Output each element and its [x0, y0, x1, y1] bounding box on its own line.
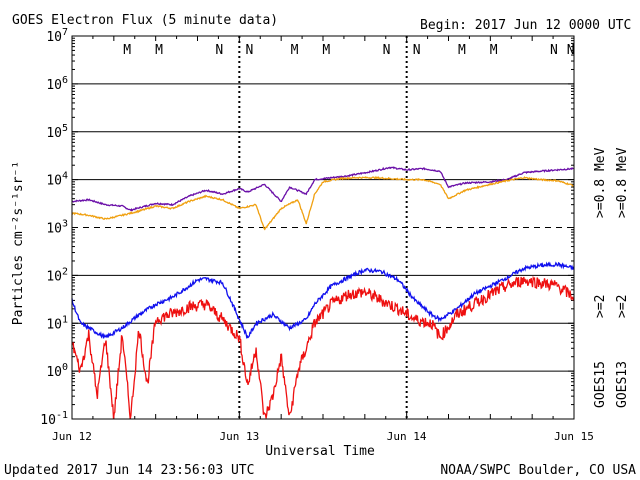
mn-marker-m: M — [490, 43, 498, 58]
mn-marker-n: N — [215, 43, 223, 58]
mn-marker-n: N — [567, 43, 575, 58]
ytick-label: 10-1 — [40, 410, 68, 428]
ytick-label: 107 — [46, 27, 68, 45]
legend-goes13-label: GOES13 — [615, 361, 630, 408]
ytick-label: 105 — [46, 123, 68, 141]
legend-goes13-2mev: >=2 — [615, 295, 630, 318]
xtick-label: Jun 15 — [554, 430, 594, 443]
mn-marker-n: N — [245, 43, 253, 58]
mn-marker-m: M — [291, 43, 299, 58]
series-line-2 — [71, 261, 574, 339]
grid-lines — [72, 35, 574, 420]
ytick-label: 100 — [46, 362, 68, 380]
x-axis-label: Universal Time — [265, 444, 375, 459]
ytick-label: 104 — [46, 171, 68, 189]
xtick-label: Jun 14 — [387, 430, 427, 443]
ytick-label: 103 — [46, 219, 68, 237]
ytick-label: 101 — [46, 314, 68, 332]
updated-timestamp: Updated 2017 Jun 14 23:56:03 UTC — [4, 463, 254, 478]
series-line-0 — [71, 166, 574, 212]
begin-date: Begin: 2017 Jun 12 0000 UTC — [420, 18, 631, 33]
series-line-3 — [71, 275, 574, 420]
mn-marker-m: M — [155, 43, 163, 58]
xtick-label: Jun 13 — [219, 430, 259, 443]
ytick-label: 106 — [46, 75, 68, 93]
legend-goes15-2mev: >=2 — [593, 295, 608, 318]
y-tick-labels: 10-1 100 101 102 103 104 105 106 107 — [40, 27, 68, 428]
mn-marker-m: M — [322, 43, 330, 58]
day-separator-lines — [71, 36, 575, 419]
mn-marker-m: M — [458, 43, 466, 58]
mn-marker-m: M — [123, 43, 131, 58]
ytick-label: 102 — [46, 266, 68, 284]
plot-frame — [71, 35, 575, 420]
legend-goes15-08mev: >=0.8 MeV — [593, 147, 608, 218]
y-axis-label: Particles cm⁻²s⁻¹sr⁻¹ — [11, 161, 26, 325]
series-line-1 — [71, 175, 574, 231]
xtick-label: Jun 12 — [52, 430, 92, 443]
legend-goes15-label: GOES15 — [593, 361, 608, 408]
series-lines — [71, 166, 574, 420]
mn-marker-n: N — [550, 43, 558, 58]
mn-marker-n: N — [413, 43, 421, 58]
legend: >=2 >=0.8 MeV >=2 >=0.8 MeV GOES15 GOES1… — [593, 147, 630, 408]
chart-title: GOES Electron Flux (5 minute data) — [12, 13, 278, 28]
credit-text: NOAA/SWPC Boulder, CO USA — [440, 463, 636, 478]
mn-marker-n: N — [383, 43, 391, 58]
x-tick-labels: Jun 12 Jun 13 Jun 14 Jun 15 — [52, 430, 594, 443]
legend-goes13-08mev: >=0.8 MeV — [615, 147, 630, 218]
